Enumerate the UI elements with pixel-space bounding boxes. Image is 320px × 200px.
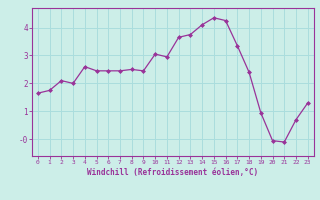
X-axis label: Windchill (Refroidissement éolien,°C): Windchill (Refroidissement éolien,°C) [87,168,258,177]
